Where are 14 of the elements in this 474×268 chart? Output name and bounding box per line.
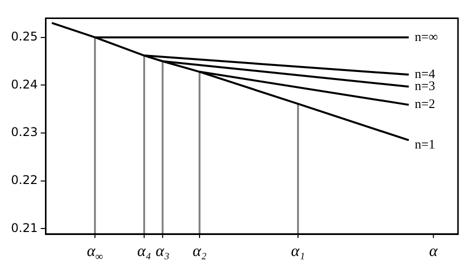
series-label: n=2: [414, 96, 436, 112]
x-tick-label: α₁: [291, 243, 305, 260]
x-tick-label: α: [429, 243, 438, 260]
x-tick-label: α₂: [192, 243, 207, 260]
y-tick-label: 0.24: [11, 77, 38, 92]
x-tick-label: α∞: [86, 243, 104, 263]
x-tick-label: α₃: [156, 243, 170, 260]
series-label: n=∞: [414, 28, 438, 44]
series-label: n=1: [414, 136, 436, 152]
x-tick-label: α₄: [137, 243, 152, 260]
y-tick-label: 0.23: [11, 125, 38, 140]
y-tick-label: 0.25: [11, 29, 38, 44]
y-tick-label: 0.21: [11, 220, 38, 235]
y-tick-label: 0.22: [11, 173, 38, 188]
